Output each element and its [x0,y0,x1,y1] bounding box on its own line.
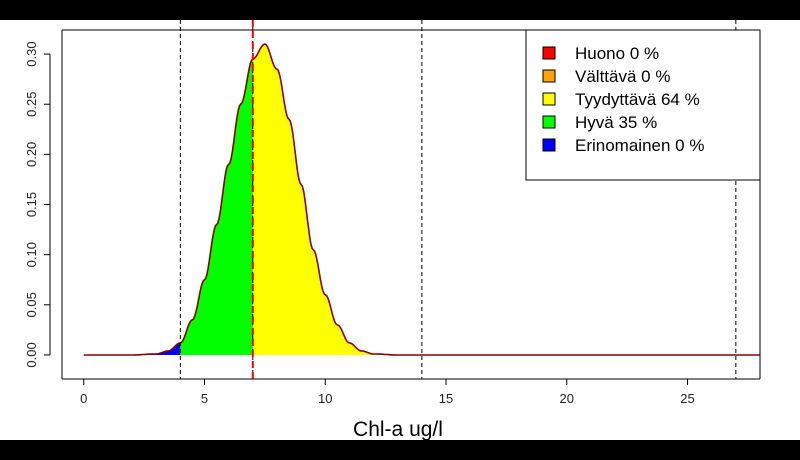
y-tick-label: 0.15 [24,192,39,217]
x-tick-label: 20 [560,391,574,406]
legend-label-tyydyttävä: Tyydyttävä 64 % [575,90,700,109]
x-tick-label: 10 [318,391,332,406]
legend-swatch-tyydyttävä [542,92,556,106]
y-tick-label: 0.25 [24,92,39,117]
legend-label-hyvä: Hyvä 35 % [575,113,657,132]
legend-swatch-huono [542,46,556,60]
x-tick-label: 5 [201,391,208,406]
density-curve-layer [83,43,760,356]
y-tick-label: 0.05 [24,292,39,317]
y-tick-label: 0.10 [24,242,39,267]
legend-swatch-erinomainen [542,138,556,152]
legend-label-erinomainen: Erinomainen 0 % [575,136,704,155]
legend-box [525,29,761,181]
legend-swatch-välttävä [542,69,556,83]
density-chart: 0 5 10 15 20 25 0.00 0.05 0.10 0.15 0.20 0.25 0.30 C… [24,20,761,441]
chart-panel: 0 5 10 15 20 25 0.00 0.05 0.10 0.15 0.20 0.25 0.30 C… [0,20,800,441]
legend-label-huono: Huono 0 % [575,44,659,63]
legend: Huono 0 % Välttävä 0 % Tyydyttävä 64 % Hyvä… [525,29,761,181]
x-tick-label: 0 [80,391,87,406]
x-tick-label: 25 [680,391,694,406]
legend-label-välttävä: Välttävä 0 % [575,67,670,86]
class-fill-areas [83,44,422,355]
x-axis-label: Chl-a ug/l [353,418,443,440]
y-tick-label: 0.30 [24,41,39,66]
fill-hyvä [180,59,253,355]
y-tick-label: 0.20 [24,142,39,167]
x-tick-label: 15 [439,391,453,406]
density-curve [83,43,760,356]
axes: 0 5 10 15 20 25 0.00 0.05 0.10 0.15 0.20 0.25 0.30 [24,29,761,406]
y-tick-label: 0.00 [24,342,39,367]
legend-swatch-hyvä [542,115,556,129]
fill-tyydyttävä [252,44,422,355]
fill-erinomainen [83,342,181,355]
